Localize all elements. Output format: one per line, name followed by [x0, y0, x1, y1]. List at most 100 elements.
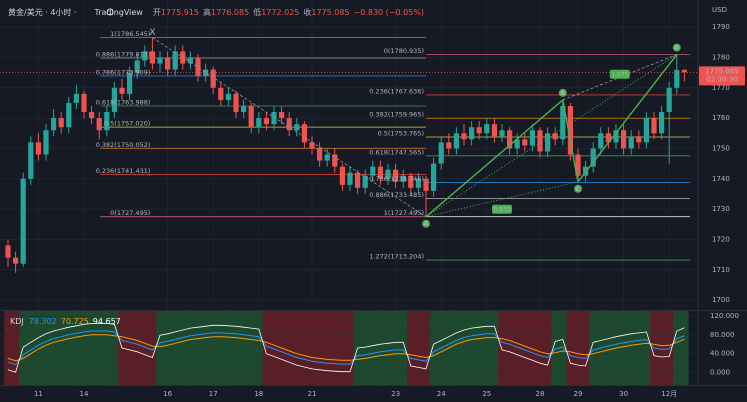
candle-body: [370, 166, 376, 176]
y-tick-label: 1790: [712, 23, 730, 31]
currency: USD: [712, 6, 727, 14]
candle-body: [362, 175, 368, 188]
candle-body: [256, 118, 262, 128]
kdj-band: [103, 311, 111, 385]
kdj-band: [179, 311, 187, 385]
y-tick-label: 40.000: [710, 350, 735, 358]
kdj-band: [270, 311, 279, 385]
kdj-band: [34, 311, 43, 385]
kdj-band: [346, 311, 355, 385]
candle-body: [66, 102, 72, 128]
candle-body: [400, 175, 406, 182]
kdj-line: [7, 323, 685, 373]
candle-body: [461, 133, 467, 140]
kdj-band: [452, 311, 461, 385]
x-tick-label: 23: [391, 390, 400, 398]
kdj-band: [513, 311, 522, 385]
candle-body: [286, 118, 292, 131]
pattern-point-label: D: [674, 45, 679, 52]
brand-logo: [106, 8, 114, 16]
candle-body: [355, 172, 361, 188]
fib-label: 0.618(1747.565): [369, 148, 424, 156]
kdj-band: [148, 311, 157, 385]
kdj-band: [255, 311, 263, 385]
candle-body: [469, 127, 475, 140]
fib-label: 0.786(1738.746): [369, 175, 424, 183]
candle-body: [643, 118, 649, 143]
kdj-band: [498, 311, 507, 385]
ohlc-value: 1775.085: [311, 8, 349, 17]
x-tick-label: 18: [254, 390, 263, 398]
y-tick-label: 1710: [712, 266, 730, 274]
kdj-band: [141, 311, 149, 385]
kdj-band: [163, 311, 172, 385]
kdj-band: [505, 311, 514, 385]
candle-body: [324, 154, 330, 161]
candle-body: [674, 69, 680, 88]
candle-body: [415, 178, 421, 188]
candle-body: [149, 51, 155, 64]
kdj-band: [42, 311, 51, 385]
candle-body: [659, 112, 665, 134]
candle-body: [187, 57, 193, 64]
candle-body: [491, 124, 497, 137]
y-tick-label: 1740: [712, 175, 730, 183]
x-tick-label: 30: [619, 390, 628, 398]
kdj-band: [239, 311, 248, 385]
kdj-band: [262, 311, 271, 385]
candle-body: [96, 118, 102, 131]
symbol: 黄金/美元 · 4小时 ·: [8, 7, 77, 17]
candle-body: [51, 118, 57, 131]
x-tick-label: 21: [308, 390, 317, 398]
candle-body: [681, 69, 687, 73]
pattern-point-label: B: [561, 90, 566, 97]
kdj-band: [285, 311, 294, 385]
fib-label: 0.886(1779.813): [96, 51, 151, 59]
kdj-band: [551, 311, 560, 385]
fib-label: 0.5(1753.765): [378, 130, 424, 138]
ratio-label: 0.833: [493, 206, 510, 213]
kdj-line: [7, 334, 685, 362]
candle-body: [507, 130, 513, 149]
x-tick-label: 14: [80, 390, 89, 398]
candle-body: [35, 142, 41, 155]
candle-body: [195, 57, 201, 76]
candle-body: [241, 105, 247, 113]
kdj-band: [673, 311, 681, 385]
candle-body: [332, 154, 338, 167]
kdj-band: [376, 311, 385, 385]
kdj-band: [133, 311, 142, 385]
x-tick-label: 12月: [661, 390, 677, 398]
kdj-band: [110, 311, 119, 385]
kdj-value: 78.302: [29, 317, 57, 326]
kdj-band: [57, 311, 66, 385]
kdj-band: [87, 311, 96, 385]
candle-body: [590, 148, 596, 167]
ratio-label: 1.675: [611, 71, 628, 78]
y-tick-label: 1700: [712, 296, 730, 304]
y-tick-label: 80.000: [710, 331, 735, 339]
fib-label: 0.236(1767.636): [369, 87, 424, 95]
kdj-band: [422, 311, 431, 385]
kdj-band: [315, 311, 324, 385]
change: −0.830 (−0.05%): [354, 8, 425, 17]
fib-label: 0.236(1741.431): [96, 167, 151, 175]
candle-body: [408, 175, 414, 188]
x-tick-label: 29: [574, 390, 583, 398]
candle-body: [233, 93, 239, 113]
candle-body: [613, 130, 619, 143]
candle-body: [165, 57, 171, 70]
candle-body: [666, 87, 672, 113]
pattern-leg: [425, 181, 579, 218]
kdj-header: KDJ 78.302 70.725 94.657: [10, 317, 121, 326]
kdj-band: [528, 311, 537, 385]
kdj-band: [521, 311, 529, 385]
candle-body: [628, 136, 634, 149]
kdj-band: [619, 311, 628, 385]
kdj-line: [7, 330, 685, 366]
kdj-band: [217, 311, 225, 385]
kdj-band: [49, 311, 58, 385]
x-tick-label: 25: [482, 390, 491, 398]
kdj-band: [635, 311, 643, 385]
candle-body: [104, 112, 110, 131]
